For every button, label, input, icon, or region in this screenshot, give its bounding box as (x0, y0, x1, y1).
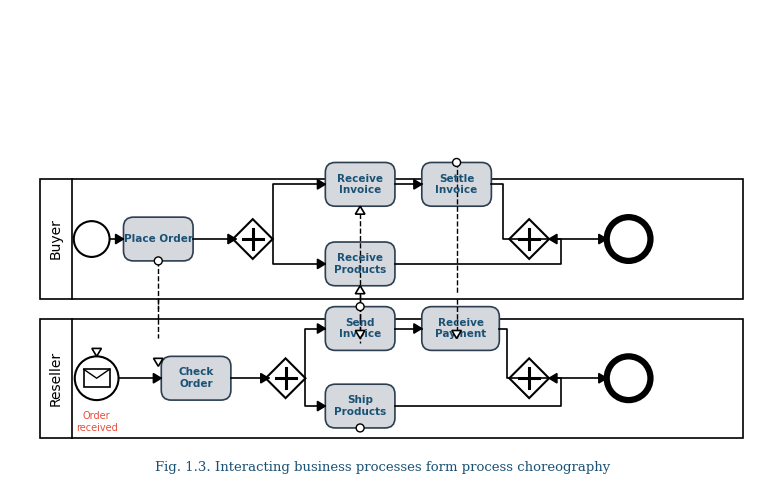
FancyBboxPatch shape (325, 384, 395, 428)
Circle shape (356, 424, 364, 432)
Polygon shape (40, 179, 743, 299)
Text: Check
Order: Check Order (179, 367, 214, 389)
Polygon shape (92, 348, 101, 356)
Polygon shape (153, 374, 161, 383)
Circle shape (74, 356, 119, 400)
Polygon shape (509, 219, 549, 259)
Polygon shape (599, 234, 607, 244)
FancyBboxPatch shape (161, 356, 231, 400)
Polygon shape (261, 374, 268, 383)
Circle shape (607, 217, 650, 261)
Text: Buyer: Buyer (49, 219, 63, 260)
Polygon shape (233, 219, 272, 259)
Text: Receive
Invoice: Receive Invoice (337, 173, 384, 195)
FancyBboxPatch shape (325, 242, 395, 286)
Polygon shape (549, 374, 557, 383)
Polygon shape (355, 206, 365, 214)
Circle shape (607, 356, 650, 400)
Text: Reseller: Reseller (49, 351, 63, 406)
Circle shape (74, 221, 110, 257)
Polygon shape (318, 324, 325, 333)
Text: Receive
Payment: Receive Payment (435, 318, 486, 339)
Circle shape (154, 257, 163, 265)
Polygon shape (355, 331, 365, 338)
Polygon shape (318, 259, 325, 269)
Text: Fig. 1.3. Interacting business processes form process choreography: Fig. 1.3. Interacting business processes… (156, 461, 611, 474)
FancyBboxPatch shape (84, 369, 110, 387)
FancyBboxPatch shape (422, 163, 492, 206)
Text: Place Order: Place Order (123, 234, 193, 244)
Polygon shape (153, 358, 163, 366)
Text: Order
received: Order received (76, 411, 117, 432)
FancyBboxPatch shape (123, 217, 193, 261)
Polygon shape (599, 374, 607, 383)
Text: Ship
Products: Ship Products (334, 395, 387, 417)
Polygon shape (452, 331, 462, 338)
FancyBboxPatch shape (325, 307, 395, 350)
Polygon shape (116, 234, 123, 244)
Polygon shape (414, 324, 422, 333)
Polygon shape (318, 180, 325, 189)
Polygon shape (414, 180, 422, 189)
FancyBboxPatch shape (325, 163, 395, 206)
Text: Settle
Invoice: Settle Invoice (436, 173, 478, 195)
Text: Send
Invoice: Send Invoice (339, 318, 381, 339)
Text: Receive
Products: Receive Products (334, 253, 387, 275)
Circle shape (356, 302, 364, 311)
Polygon shape (228, 234, 235, 244)
Circle shape (453, 158, 460, 167)
Polygon shape (509, 358, 549, 398)
FancyBboxPatch shape (422, 307, 499, 350)
Polygon shape (318, 401, 325, 411)
Polygon shape (355, 286, 365, 294)
Polygon shape (265, 358, 305, 398)
Polygon shape (549, 234, 557, 244)
Polygon shape (40, 318, 743, 438)
